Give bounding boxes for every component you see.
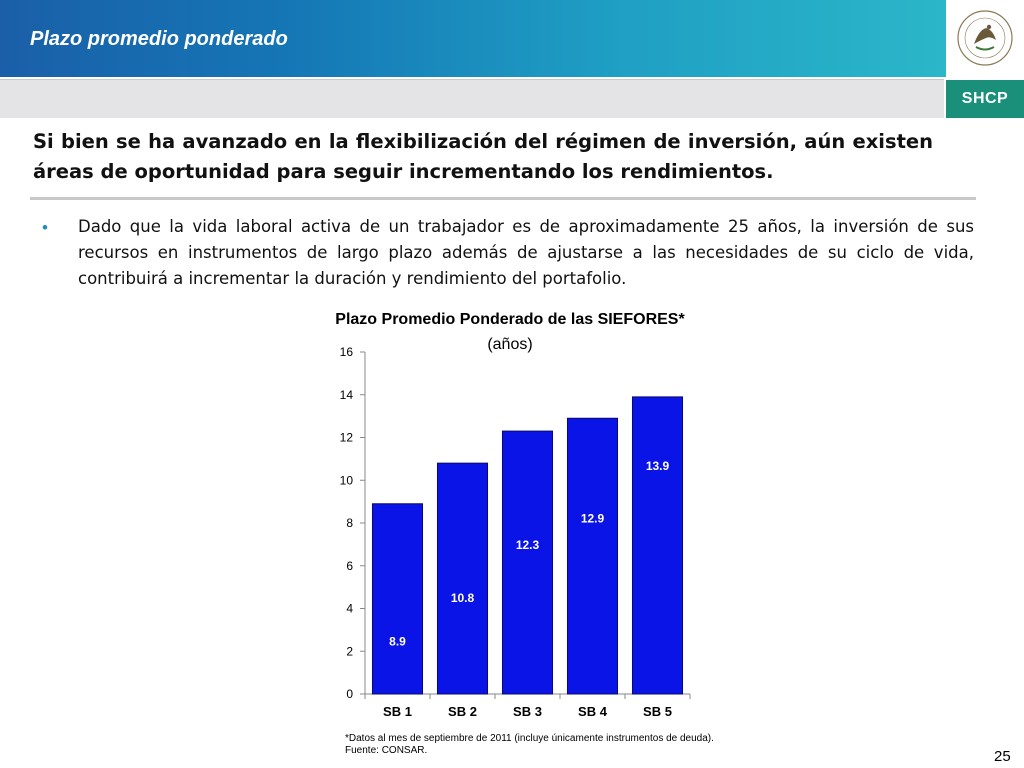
y-tick-label: 2 [346, 644, 353, 658]
x-tick-label: SB 2 [448, 704, 477, 719]
y-tick-label: 0 [346, 687, 353, 701]
data-label: 8.9 [389, 635, 406, 649]
y-tick-label: 6 [346, 559, 353, 573]
eagle-seal-icon [957, 10, 1013, 66]
bullet-marker: • [42, 218, 48, 237]
footnote-note: *Datos al mes de septiembre de 2011 (inc… [345, 733, 714, 744]
data-label: 12.3 [516, 538, 540, 552]
bar [371, 503, 424, 695]
x-tick-label: SB 5 [643, 704, 672, 719]
data-label: 12.9 [581, 512, 605, 526]
shcp-logo: SHCP [946, 80, 1024, 118]
footnote-source: Fuente: CONSAR. [345, 745, 428, 756]
bar-chart: 0 2 4 6 8 10 12 14 16 8.9 SB 1 10.8 SB 2 12.3 SB 3 12.9… [340, 345, 691, 719]
chart-title: Plazo Promedio Ponderado de las SIEFORES… [335, 311, 685, 328]
bar [566, 417, 619, 695]
coat-of-arms-logo [946, 0, 1024, 77]
footnote: *Datos al mes de septiembre de 2011 (inc… [345, 733, 714, 757]
bar [436, 462, 489, 695]
x-tick-label: SB 1 [383, 704, 412, 719]
chart-subtitle: (años) [487, 336, 533, 353]
page-title: Plazo promedio ponderado [30, 28, 288, 50]
y-tick-label: 16 [340, 345, 354, 359]
headline: Si bien se ha avanzado en la flexibiliza… [33, 130, 933, 183]
header-band: Plazo promedio ponderado [0, 0, 946, 77]
x-tick-label: SB 3 [513, 704, 542, 719]
bullet-text: Dado que la vida laboral activa de un tr… [78, 217, 974, 288]
y-tick-label: 4 [346, 602, 353, 616]
y-tick-label: 10 [340, 473, 354, 487]
x-tick-label: SB 4 [578, 704, 608, 719]
y-tick-label: 8 [346, 516, 353, 530]
y-tick-label: 14 [340, 388, 354, 402]
data-label: 13.9 [646, 459, 670, 473]
page-number: 25 [994, 748, 1011, 765]
bar [631, 396, 684, 695]
y-tick-label: 12 [340, 431, 354, 445]
divider [30, 197, 976, 200]
subheader-band [0, 79, 944, 118]
data-label: 10.8 [451, 591, 475, 605]
bar [501, 430, 554, 695]
